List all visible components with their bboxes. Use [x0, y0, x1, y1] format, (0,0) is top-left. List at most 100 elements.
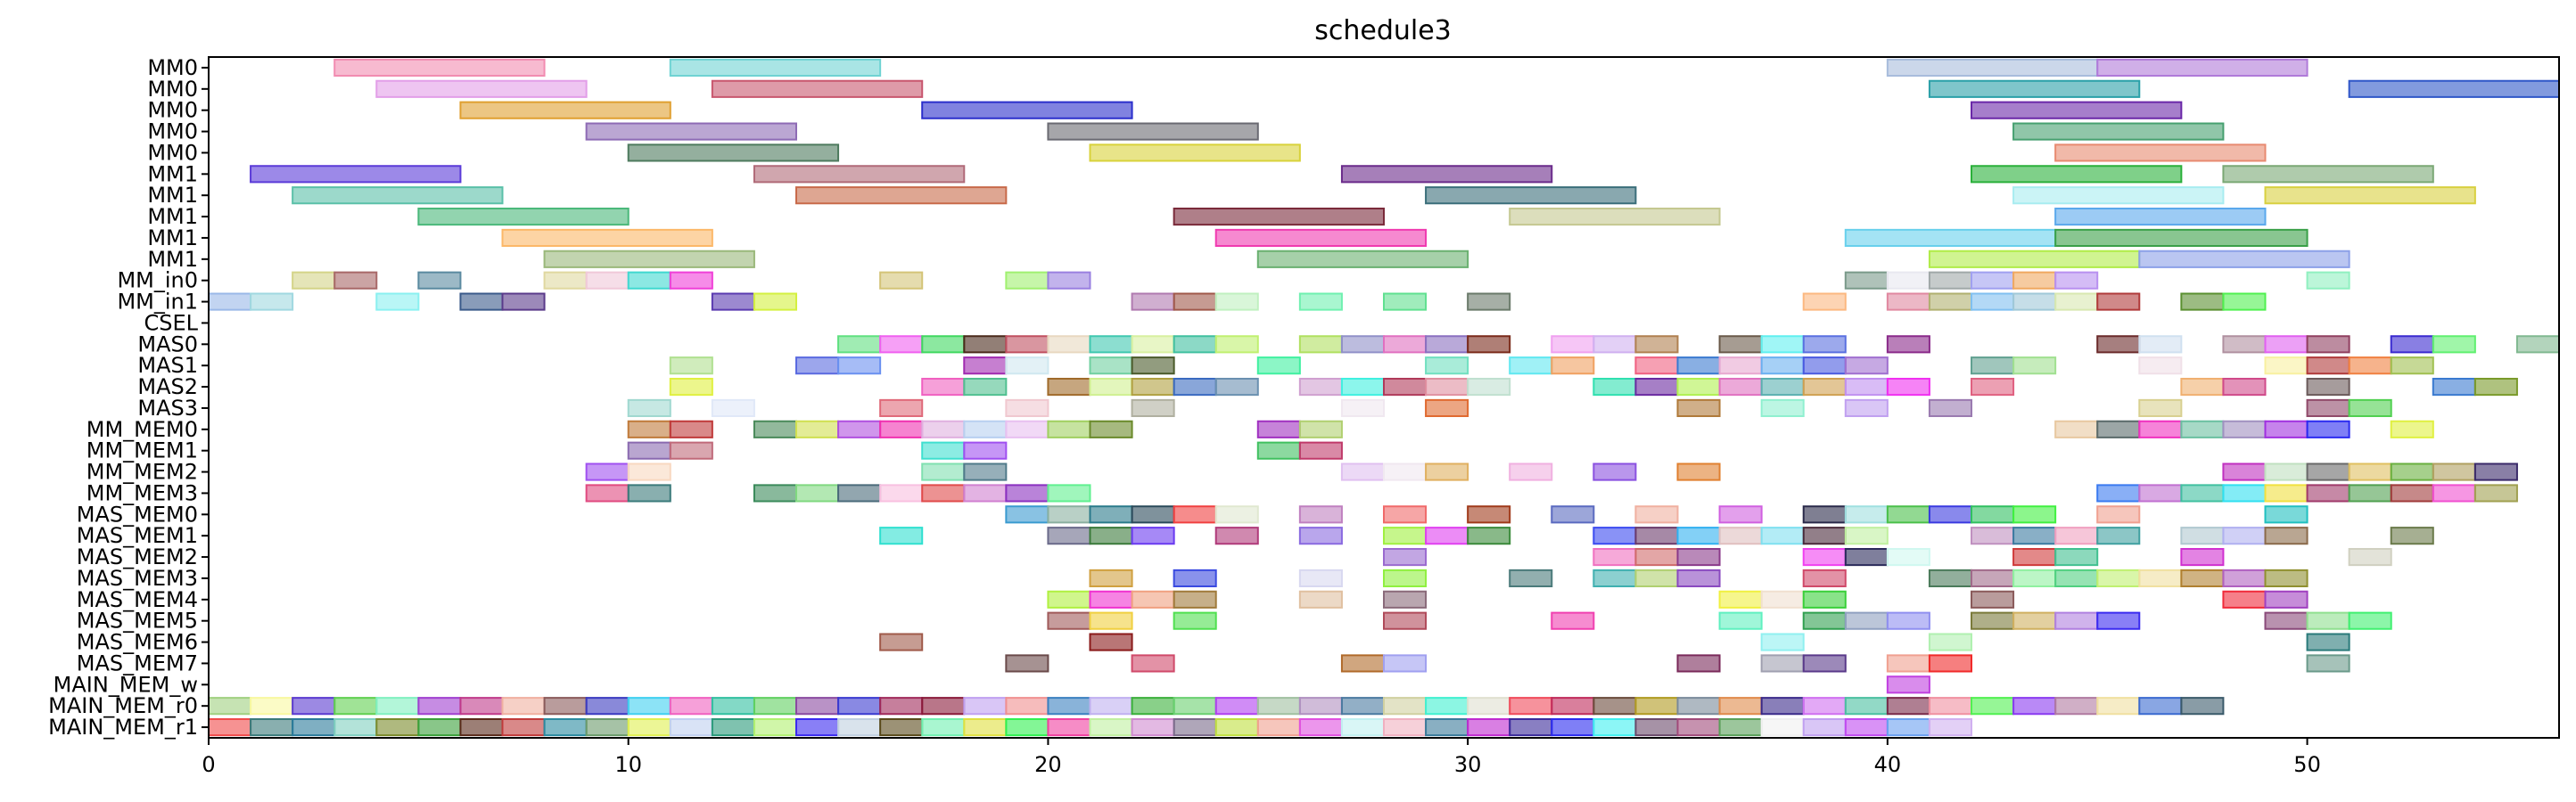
task-bar [1425, 377, 1469, 397]
task-bar [963, 697, 1008, 716]
task-bar [2054, 271, 2099, 290]
task-bar [879, 271, 924, 290]
task-bar [1802, 505, 1847, 524]
y-tick-label: MAS_MEM1 [77, 523, 198, 548]
task-bar [1131, 505, 1175, 524]
task-bar [543, 250, 755, 268]
y-tick-label: MAS3 [137, 396, 198, 421]
task-bar [2348, 611, 2392, 630]
x-tick-label: 40 [1874, 752, 1902, 777]
task-bar [1131, 527, 1175, 545]
task-bar [2138, 356, 2183, 375]
task-bar [1802, 527, 1847, 545]
task-bar [1928, 398, 1972, 418]
task-bar [1844, 717, 1889, 737]
task-bar [2012, 547, 2057, 567]
task-bar [1593, 377, 1637, 397]
task-bar [2012, 505, 2057, 524]
task-bar [1886, 547, 1930, 567]
task-bar [1634, 717, 1679, 737]
y-tick-label: MM1 [147, 204, 198, 229]
task-bar [753, 292, 798, 311]
task-bar [1886, 611, 1930, 630]
task-bar [1718, 697, 1763, 716]
task-bar [1971, 611, 2015, 630]
task-bar [1383, 462, 1428, 481]
task-bar [1089, 356, 1133, 375]
task-bar [1005, 271, 1049, 290]
task-bar [1971, 505, 2015, 524]
task-bar [795, 420, 840, 438]
task-bar [1676, 654, 1721, 673]
task-bar [2180, 484, 2225, 503]
task-bar [2515, 335, 2560, 354]
task-bar [1886, 717, 1930, 737]
task-bar [2348, 356, 2392, 375]
task-bar [1383, 717, 1428, 737]
task-bar [753, 165, 966, 184]
task-bar [1089, 377, 1133, 397]
x-tick-label: 30 [1454, 752, 1482, 777]
task-bar [1467, 292, 1511, 311]
task-bar [1173, 717, 1217, 737]
task-bar [1214, 228, 1428, 248]
task-bar [1047, 717, 1091, 737]
y-axis: MM0MM0MM0MM0MM0MM1MM1MM1MM1MM1MM_in0MM_i… [48, 55, 209, 740]
task-bar [1676, 527, 1721, 545]
task-bar [837, 697, 882, 716]
task-bar [1383, 292, 1428, 311]
task-bar [2264, 420, 2309, 438]
task-bar [1928, 505, 1972, 524]
task-bar [921, 697, 966, 716]
task-bar [1005, 420, 1049, 438]
task-bar [1214, 377, 1259, 397]
task-bar [1971, 377, 2015, 397]
y-tick-label: MM1 [147, 247, 198, 272]
task-bar [711, 292, 755, 311]
task-bar [2012, 527, 2057, 545]
task-bar [1340, 654, 1386, 673]
task-bar [1509, 356, 1553, 375]
task-bar [1593, 717, 1637, 737]
task-bar [1928, 79, 2141, 98]
task-bar [627, 697, 671, 716]
y-tick-label: MM0 [147, 55, 198, 80]
task-bar [585, 717, 630, 737]
task-bar [1802, 547, 1847, 567]
task-bar [1971, 356, 2015, 375]
task-bar [2180, 697, 2225, 716]
task-bar [1425, 356, 1469, 375]
task-bar [1131, 697, 1175, 716]
task-bar [375, 79, 588, 98]
task-bar [1760, 717, 1805, 737]
task-bar [1425, 717, 1469, 737]
task-bar [1509, 569, 1553, 588]
task-bar [1509, 717, 1553, 737]
task-bar [1383, 377, 1428, 397]
task-bar [417, 717, 462, 737]
task-bar [837, 420, 882, 438]
task-bar [1971, 527, 2015, 545]
task-bar [2096, 420, 2141, 438]
task-bar [2012, 186, 2225, 205]
task-bar [1298, 335, 1343, 354]
task-bar [2306, 356, 2350, 375]
task-bar [1047, 484, 1091, 503]
task-bar [1928, 717, 1972, 737]
task-bar [1047, 271, 1091, 290]
task-bar [879, 697, 924, 716]
task-bar [1928, 654, 1972, 673]
task-bar [1928, 271, 1972, 290]
task-bar [1383, 547, 1428, 567]
task-bar [2348, 462, 2392, 481]
task-bar [2222, 462, 2267, 481]
task-bar [1089, 569, 1133, 588]
task-bar [1760, 633, 1805, 651]
task-bar [585, 462, 630, 481]
task-bar [1383, 335, 1428, 354]
task-bar [1634, 569, 1679, 588]
task-bar [1802, 377, 1847, 397]
task-bar [1551, 335, 1595, 354]
task-bar [879, 398, 924, 418]
